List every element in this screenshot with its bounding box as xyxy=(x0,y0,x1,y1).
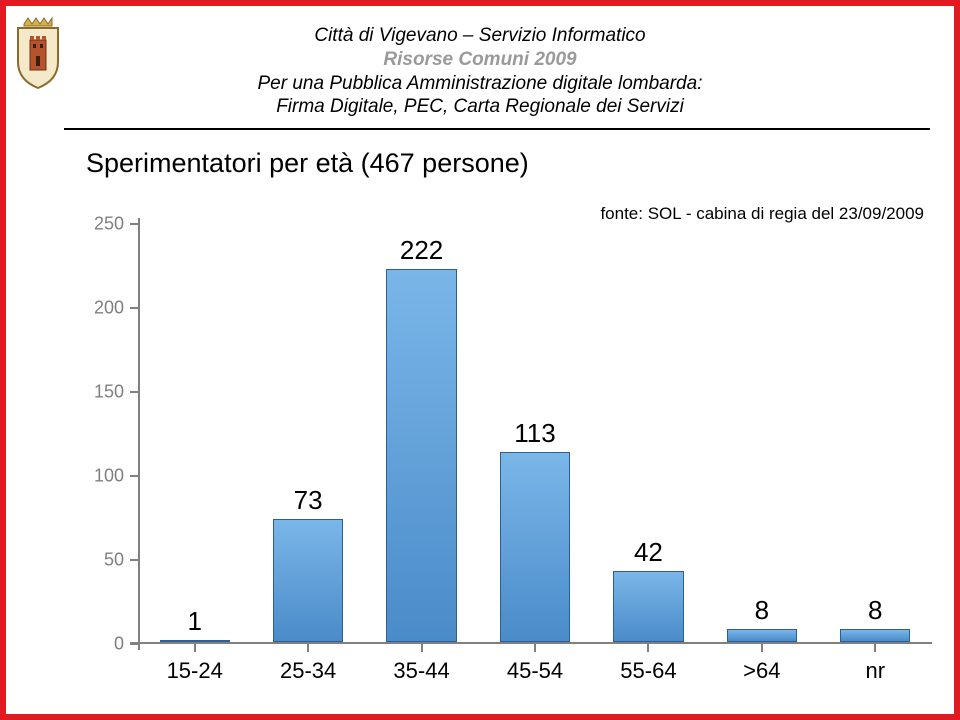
x-tick xyxy=(761,644,763,652)
header-line-2: Risorse Comuni 2009 xyxy=(6,48,954,72)
bar: 222 xyxy=(386,269,456,642)
bar-value-label: 73 xyxy=(294,485,323,516)
bar-value-label: 1 xyxy=(187,606,201,637)
x-tick xyxy=(194,644,196,652)
x-tick xyxy=(534,644,536,652)
y-tick-label: 200 xyxy=(94,298,124,319)
header-line-1: Città di Vigevano – Servizio Informatico xyxy=(6,24,954,48)
header-line-4: Firma Digitale, PEC, Carta Regionale dei… xyxy=(6,95,954,119)
bar: 1 xyxy=(160,640,230,642)
bar-value-label: 42 xyxy=(634,537,663,568)
y-tick xyxy=(130,559,138,561)
source-note: fonte: SOL - cabina di regia del 23/09/2… xyxy=(600,204,924,224)
header-rule xyxy=(64,128,930,130)
bar-value-label: 222 xyxy=(400,235,443,266)
chart-title: Sperimentatori per età (467 persone) xyxy=(86,148,529,179)
y-tick xyxy=(130,475,138,477)
bar: 8 xyxy=(727,629,797,642)
x-category-label: 15-24 xyxy=(167,658,223,684)
slide-header: Città di Vigevano – Servizio Informatico… xyxy=(6,24,954,119)
x-category-label: nr xyxy=(866,658,886,684)
plot-area: 1732221134288 05010015020025015-2425-343… xyxy=(138,224,932,644)
x-tick xyxy=(421,644,423,652)
y-tick-label: 0 xyxy=(114,634,124,655)
bars-container: 1 73 222 113 42 8 8 xyxy=(138,224,932,642)
bar: 113 xyxy=(500,452,570,642)
bar: 42 xyxy=(613,571,683,642)
x-category-label: 35-44 xyxy=(393,658,449,684)
x-axis xyxy=(130,642,932,644)
y-tick-label: 100 xyxy=(94,466,124,487)
x-tick xyxy=(307,644,309,652)
header-line-3: Per una Pubblica Amministrazione digital… xyxy=(6,72,954,96)
x-tick xyxy=(874,644,876,652)
y-tick xyxy=(130,391,138,393)
x-category-label: 25-34 xyxy=(280,658,336,684)
slide-frame: Città di Vigevano – Servizio Informatico… xyxy=(0,0,960,720)
bar-value-label: 8 xyxy=(755,595,769,626)
x-tick xyxy=(647,644,649,652)
x-category-label: >64 xyxy=(743,658,780,684)
bar-value-label: 113 xyxy=(514,418,555,449)
x-category-label: 55-64 xyxy=(620,658,676,684)
bar-value-label: 8 xyxy=(868,595,882,626)
y-tick-label: 50 xyxy=(104,550,124,571)
x-category-label: 45-54 xyxy=(507,658,563,684)
y-tick-label: 150 xyxy=(94,382,124,403)
bar-chart: 1732221134288 05010015020025015-2425-343… xyxy=(84,224,932,698)
y-tick xyxy=(130,643,138,645)
y-tick-label: 250 xyxy=(94,214,124,235)
y-tick xyxy=(130,307,138,309)
bar: 73 xyxy=(273,519,343,642)
y-tick xyxy=(130,223,138,225)
bar: 8 xyxy=(840,629,910,642)
